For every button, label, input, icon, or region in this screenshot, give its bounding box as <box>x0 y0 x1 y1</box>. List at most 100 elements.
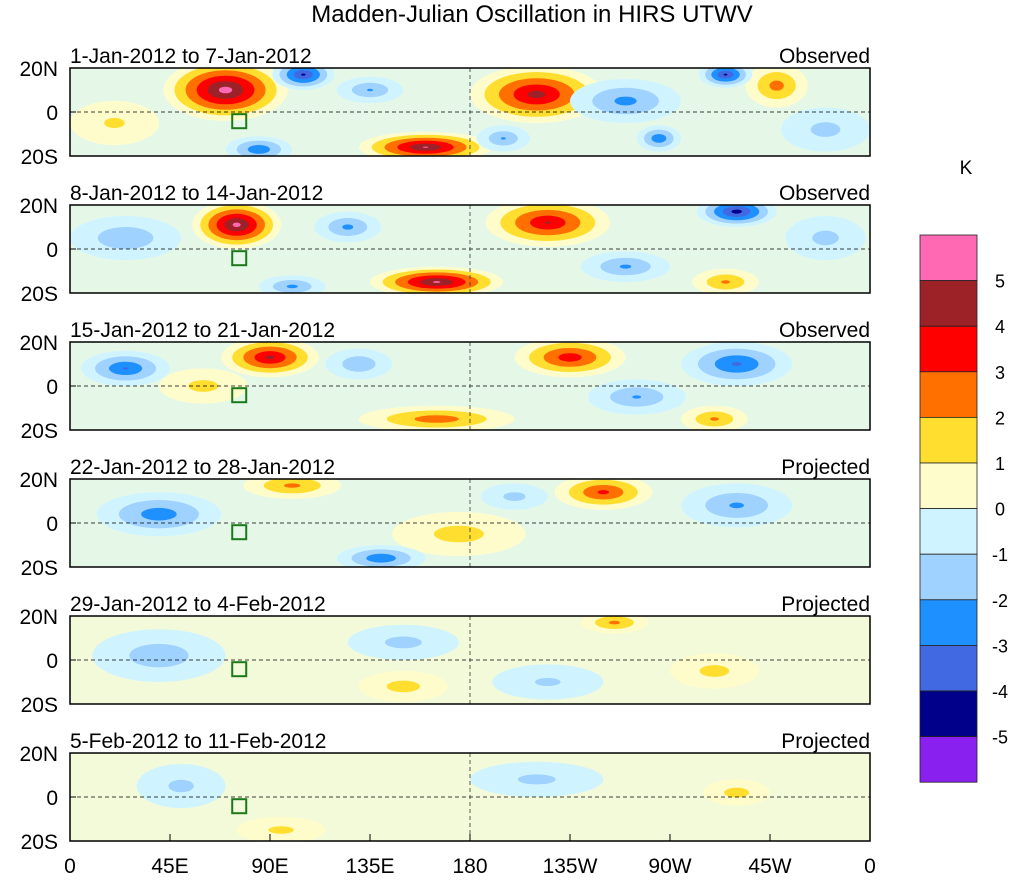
x-tick-label: 180 <box>452 855 487 878</box>
map-panel: 20N 0 20S 8-Jan-2012 to 14-Jan-2012 Observed <box>19 182 871 306</box>
y-tick-label: 0 <box>46 376 58 399</box>
map-panel: 20N 0 20S 29-Jan-2012 to 4-Feb-2012 Projecte… <box>19 593 871 717</box>
anomaly-contour <box>272 68 335 90</box>
contour-level <box>500 137 506 140</box>
colorbar: K 5 4 3 2 1 0 -1 -2 -3 -4 -5 <box>919 158 1008 783</box>
anomaly-contour <box>698 68 753 88</box>
region-box <box>231 798 248 815</box>
contour-level <box>247 145 270 154</box>
contour-level <box>724 787 750 798</box>
anomaly-contour <box>347 624 459 661</box>
anomaly-contour <box>470 68 604 123</box>
chart-title: Madden-Julian Oscillation in HIRS UTWV <box>311 1 752 28</box>
anomaly-contour <box>96 492 222 537</box>
contour-level <box>386 680 421 693</box>
colorbar-label: -5 <box>992 728 1008 748</box>
anomaly-contour <box>581 616 648 634</box>
panel-period: 22-Jan-2012 to 28-Jan-2012 <box>70 456 335 479</box>
panel-period: 15-Jan-2012 to 21-Jan-2012 <box>70 319 335 342</box>
contour-level <box>614 96 637 106</box>
contour-level <box>731 362 742 366</box>
contour-level <box>812 230 839 246</box>
x-axis: 0 45E 90E 135E 180 135W 90W 45W 0 <box>64 834 876 878</box>
anomaly-contour <box>92 629 226 682</box>
contour-level <box>558 353 582 362</box>
y-tick-label: 20N <box>19 469 58 492</box>
contour-level <box>517 774 556 785</box>
anomaly-contour <box>314 211 382 243</box>
contour-level <box>729 502 744 509</box>
colorbar-label: -4 <box>992 682 1008 702</box>
contour-level <box>723 73 728 76</box>
anomaly-contour <box>681 342 793 386</box>
y-tick-label: 20N <box>19 195 58 218</box>
y-tick-label: 20N <box>19 58 58 81</box>
anomaly-contour <box>81 350 170 386</box>
colorbar-swatch <box>919 234 978 281</box>
contour-level <box>632 395 642 399</box>
contour-level <box>597 490 610 495</box>
anomaly-contour <box>696 205 777 227</box>
anomaly-contour <box>485 205 610 247</box>
x-tick-label: 135W <box>543 855 598 878</box>
x-tick-label: 0 <box>864 855 876 878</box>
colorbar-swatch <box>919 690 978 737</box>
y-tick-label: 20S <box>21 283 58 306</box>
contour-level <box>366 88 374 92</box>
colorbar-label: 0 <box>995 500 1005 520</box>
anomaly-contour <box>70 101 159 145</box>
colorbar-label: 2 <box>995 408 1005 428</box>
x-tick-label: 45E <box>151 855 188 878</box>
anomaly-contour <box>492 664 604 700</box>
contour-level <box>414 415 459 423</box>
colorbar-label: 5 <box>995 272 1005 292</box>
contour-level <box>619 264 632 269</box>
colorbar-swatch <box>919 599 978 646</box>
contour-level <box>104 117 125 129</box>
anomaly-contour <box>570 79 682 123</box>
y-tick-label: 20N <box>19 606 58 629</box>
contour-level <box>129 643 189 668</box>
colorbar-label: -1 <box>992 545 1008 565</box>
anomaly-contour <box>476 125 530 152</box>
contour-level <box>731 209 742 214</box>
anomaly-contour <box>681 483 793 528</box>
anomaly-contour <box>554 479 653 510</box>
anomaly-contour <box>221 342 319 378</box>
region-box <box>231 387 248 404</box>
contour-level <box>366 553 396 563</box>
y-tick-label: 20S <box>21 831 58 854</box>
contour-level <box>265 355 275 360</box>
anomaly-contour <box>70 216 182 260</box>
contour-level <box>301 73 306 76</box>
contour-level <box>122 367 129 370</box>
panel-type: Projected <box>781 593 870 616</box>
colorbar-label: 1 <box>995 454 1005 474</box>
contour-level <box>769 80 784 91</box>
colorbar-label: -3 <box>992 636 1008 656</box>
contour-level <box>342 224 354 230</box>
anomaly-contour <box>358 671 448 702</box>
y-tick-label: 0 <box>46 650 58 673</box>
map-panel: 20N 0 20S 1-Jan-2012 to 7-Jan-2012 Observed <box>19 45 871 169</box>
colorbar-units: K <box>960 158 973 179</box>
anomaly-contour <box>745 68 808 108</box>
region-box <box>231 113 248 130</box>
contour-level <box>286 284 298 289</box>
region-box <box>231 250 248 267</box>
contour-level <box>268 826 294 834</box>
anomaly-contour <box>636 125 682 152</box>
y-tick-label: 20S <box>21 694 58 717</box>
y-tick-label: 20N <box>19 743 58 766</box>
anomaly-contour <box>192 205 282 249</box>
colorbar-swatch <box>919 416 978 464</box>
contour-level <box>168 779 194 793</box>
contour-level <box>527 90 546 99</box>
y-tick-label: 0 <box>46 239 58 262</box>
anomaly-contour <box>243 479 342 499</box>
contour-level <box>218 86 233 94</box>
colorbar-swatch <box>919 371 978 418</box>
anomaly-contour <box>514 342 626 378</box>
contour-level <box>384 636 422 649</box>
contour-level <box>232 222 241 227</box>
